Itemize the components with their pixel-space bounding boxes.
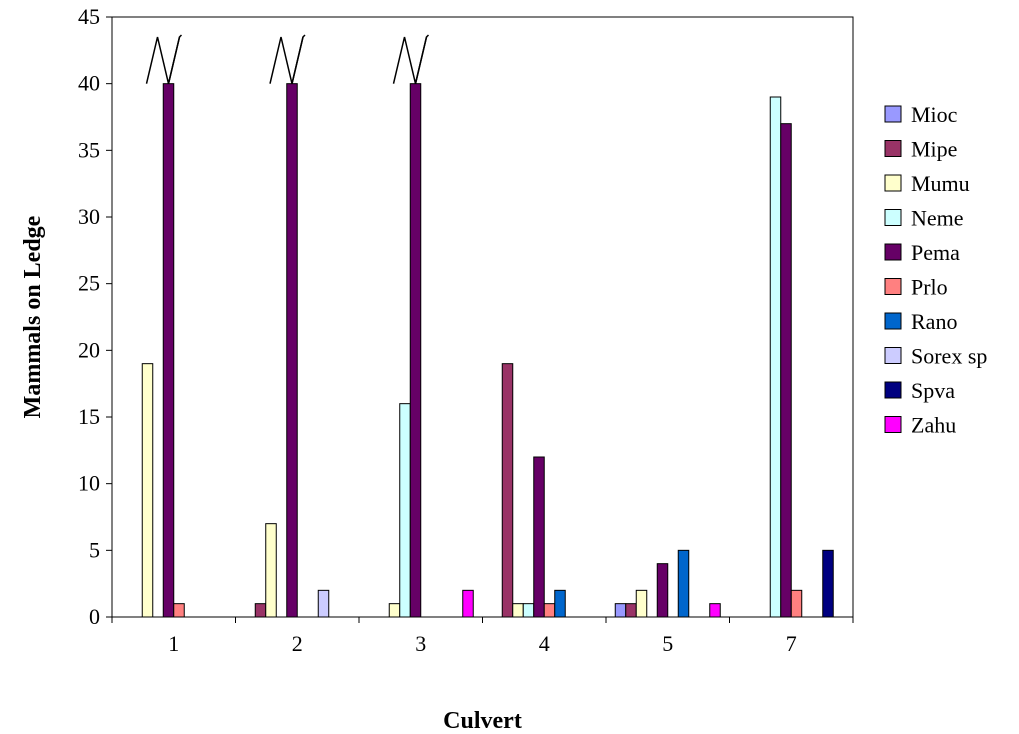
legend-label: Rano: [911, 309, 957, 334]
legend-label: Sorex sp: [911, 344, 987, 369]
plot-area-frame: [111, 16, 854, 618]
legend-swatch: [884, 243, 902, 261]
legend-label: Pema: [911, 240, 960, 265]
x-tick-label: 5: [662, 631, 673, 656]
x-axis-title: Culvert: [443, 708, 522, 734]
legend-swatch: [884, 416, 902, 433]
bar: [522, 603, 535, 618]
y-tick-label: 15: [78, 404, 100, 429]
legend-label: Neme: [911, 206, 964, 231]
bar: [656, 563, 669, 618]
y-tick-label: 5: [89, 537, 100, 562]
legend-swatch: [884, 174, 902, 192]
x-tick-label: 2: [292, 631, 303, 656]
bar: [409, 83, 422, 618]
bar: [543, 603, 556, 618]
bar: [162, 83, 175, 618]
axis-break-stroke: [167, 36, 181, 84]
x-tick-label: 4: [539, 631, 550, 656]
bar: [822, 549, 834, 618]
bar: [141, 363, 154, 618]
legend-swatch: [884, 312, 902, 330]
legend-label: Mumu: [911, 171, 970, 196]
bars: [141, 83, 834, 618]
axis-break-marker: [269, 34, 306, 84]
bar: [625, 603, 637, 618]
y-tick-label: 30: [78, 204, 100, 229]
bar: [173, 603, 185, 618]
bar: [614, 603, 627, 618]
legend-swatch: [884, 105, 902, 123]
legend-swatch: [884, 278, 902, 295]
x-tick-label: 1: [168, 631, 179, 656]
legend-label: Spva: [911, 378, 955, 403]
legend-label: Mioc: [911, 102, 958, 127]
legend-label: Prlo: [911, 275, 948, 300]
legend-label: Zahu: [911, 413, 956, 438]
bar: [254, 603, 267, 618]
y-tick-label: 40: [78, 71, 100, 96]
axis-break-marker: [145, 34, 183, 84]
bar: [769, 96, 782, 618]
y-axis-title: Mammals on Ledge: [20, 215, 46, 418]
x-axis: 1 2 3 4 5 7: [111, 617, 854, 656]
bar: [286, 83, 298, 618]
axis-break-marker: [392, 34, 430, 84]
y-axis: 0 5 10 15 20 25 30 35 40 45: [78, 4, 112, 629]
x-tick-label: 3: [415, 631, 426, 656]
axis-breaks: [145, 34, 430, 84]
bar: [677, 549, 690, 618]
bar: [790, 589, 803, 618]
bar: [709, 603, 721, 618]
bar: [635, 589, 648, 618]
bar: [462, 589, 474, 618]
bar: [554, 589, 566, 618]
legend-swatch: [884, 140, 902, 157]
bar: [399, 403, 411, 618]
legend-swatch: [884, 347, 902, 364]
axis-break-stroke: [291, 36, 304, 84]
bar: [512, 603, 524, 618]
y-tick-label: 0: [89, 604, 100, 629]
bar: [265, 523, 277, 618]
axis-break-stroke: [414, 36, 428, 84]
bar: [317, 589, 330, 618]
legend-label: Mipe: [911, 137, 957, 162]
y-tick-label: 25: [78, 271, 100, 296]
bar: [388, 603, 401, 618]
x-tick-label: 7: [786, 631, 797, 656]
y-tick-label: 10: [78, 471, 100, 496]
bar: [533, 456, 545, 618]
y-tick-label: 20: [78, 337, 100, 362]
legend: Mioc Mipe Mumu Neme Pema Prlo Rano Sorex sp Spva…: [884, 102, 987, 438]
y-tick-label: 45: [78, 4, 100, 29]
legend-swatch: [884, 381, 902, 399]
legend-swatch: [884, 209, 902, 226]
y-tick-label: 35: [78, 137, 100, 162]
bar: [501, 363, 514, 618]
bar: [780, 123, 792, 618]
